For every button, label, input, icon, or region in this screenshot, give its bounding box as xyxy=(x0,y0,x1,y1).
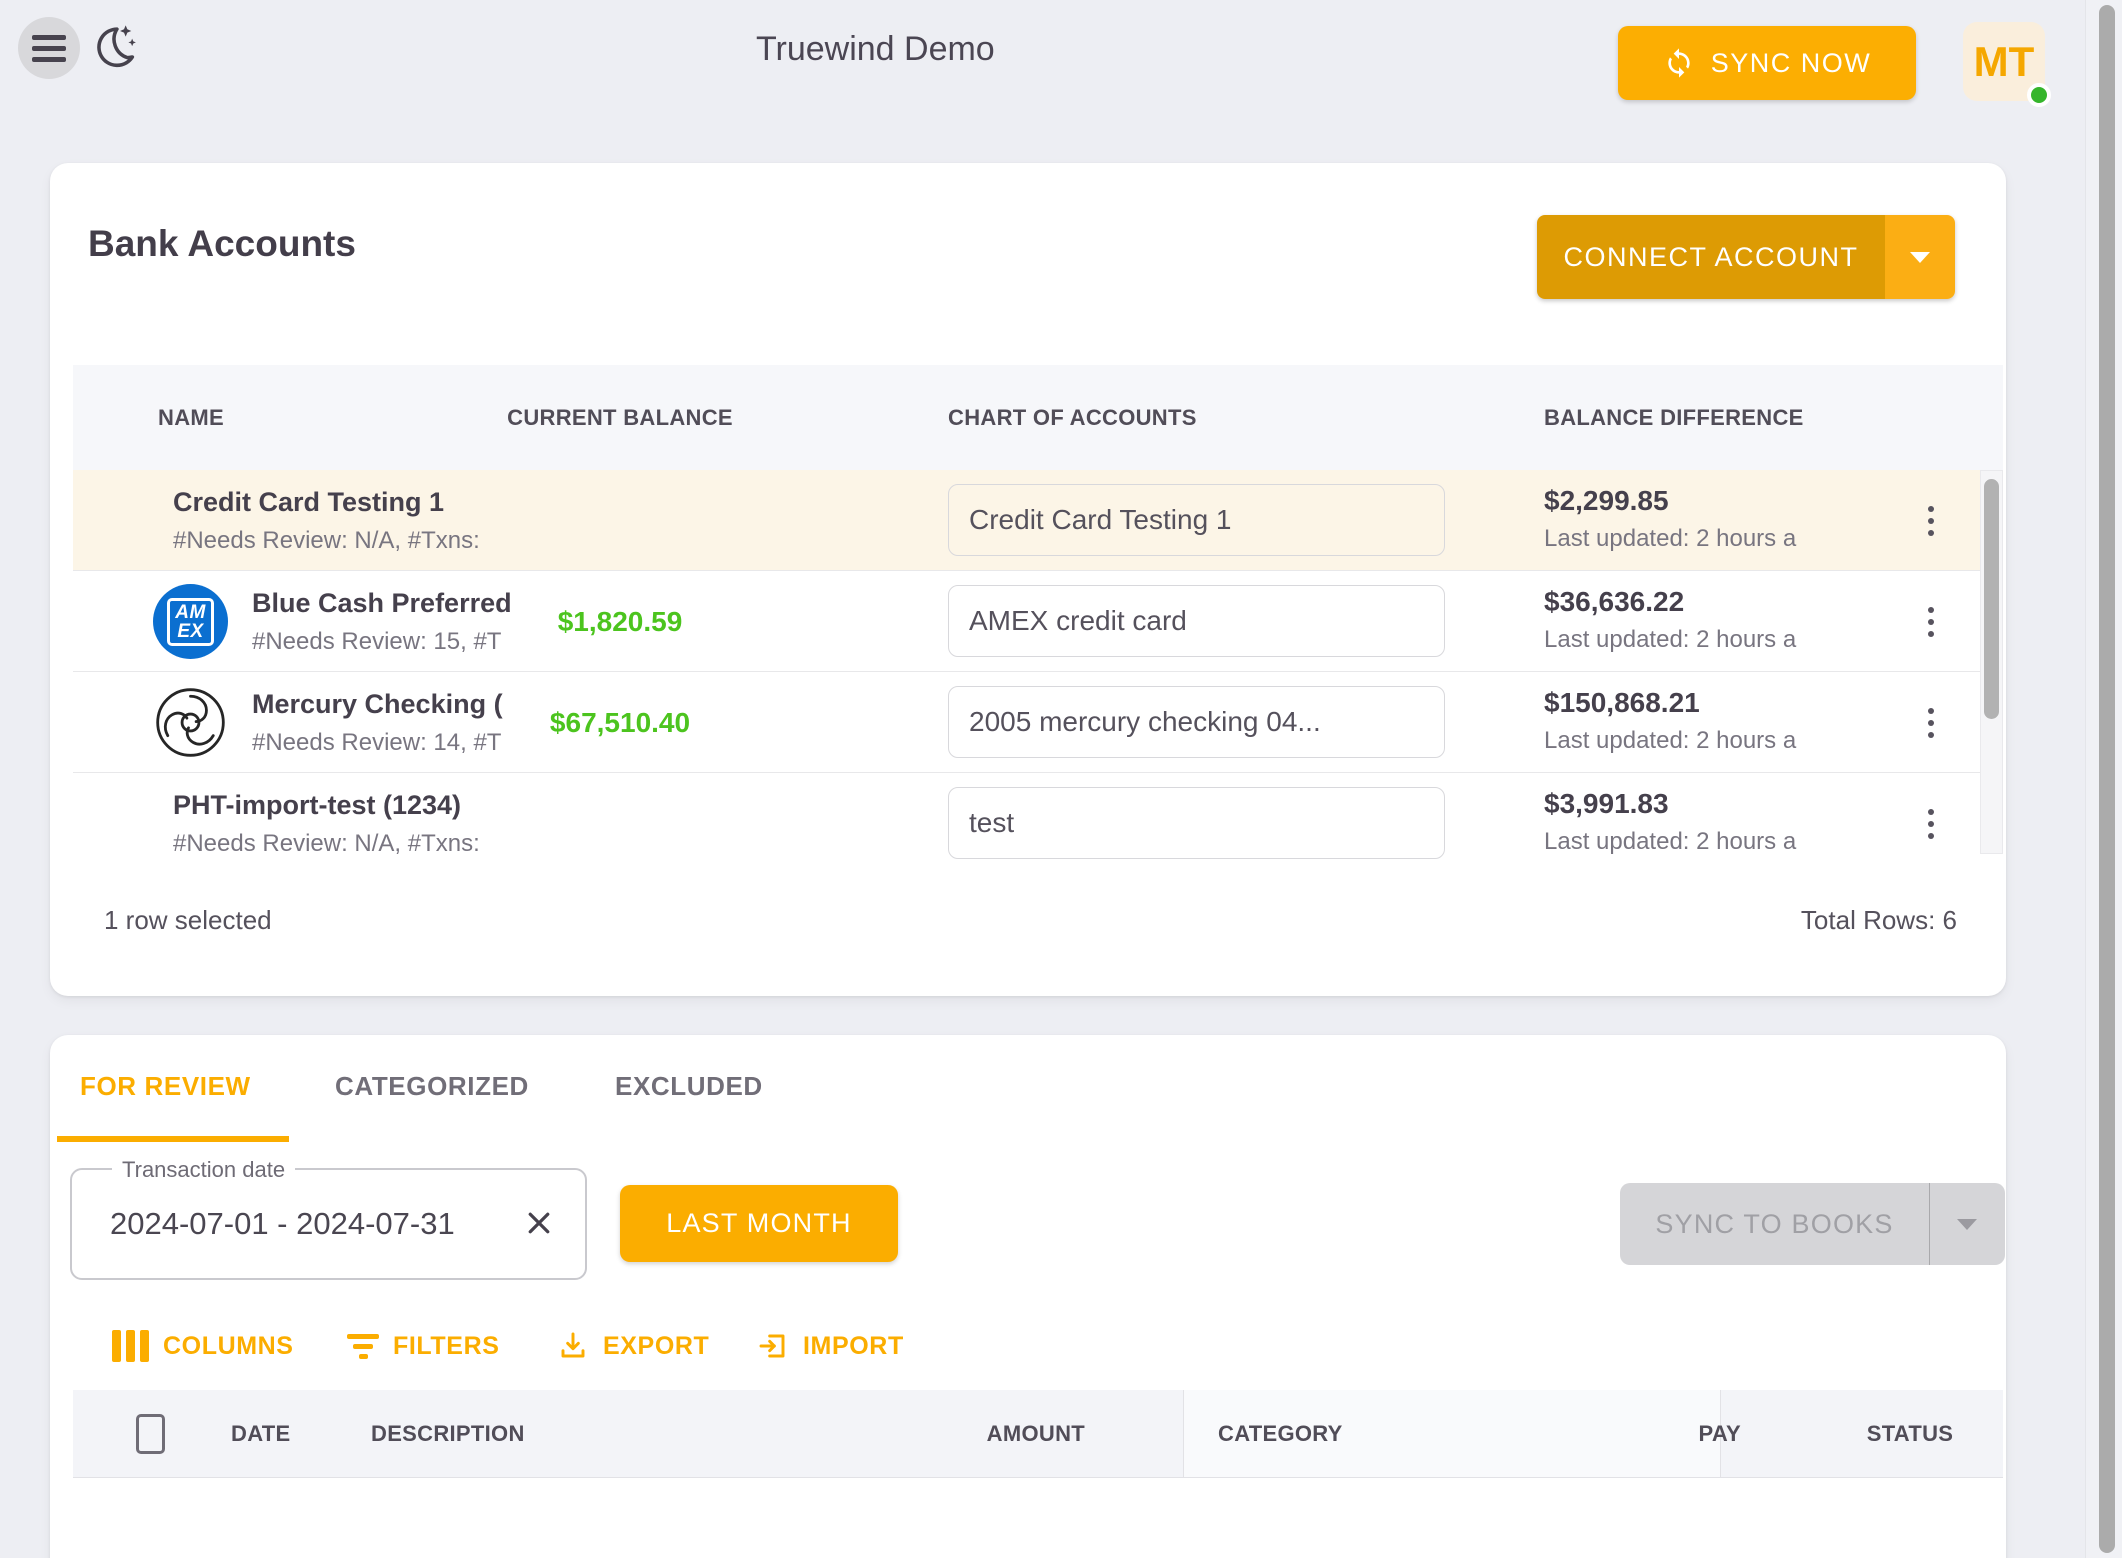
balance-difference-value: $36,636.22 xyxy=(1544,586,1685,617)
account-name: Credit Card Testing 1 xyxy=(173,487,445,517)
sync-to-books-dropdown-button[interactable] xyxy=(1930,1183,2004,1265)
select-all-checkbox[interactable] xyxy=(136,1414,165,1454)
sync-to-books-button[interactable]: SYNC TO BOOKS xyxy=(1620,1183,1930,1265)
column-header-amount[interactable]: AMOUNT xyxy=(986,1421,1085,1446)
clear-date-button[interactable] xyxy=(521,1206,557,1242)
import-button[interactable]: IMPORT xyxy=(757,1322,904,1370)
online-status-dot xyxy=(2027,83,2051,107)
column-header-name[interactable]: NAME xyxy=(158,404,224,430)
last-updated-text: Last updated: 2 hours a xyxy=(1544,727,1797,754)
avatar[interactable]: MT xyxy=(1963,22,2051,107)
last-updated-text: Last updated: 2 hours a xyxy=(1544,828,1797,855)
table-scrollbar[interactable] xyxy=(1980,470,2003,854)
row-more-options-button[interactable] xyxy=(1907,699,1955,747)
account-subtitle: #Needs Review: 14, #T xyxy=(252,729,502,756)
column-header-date[interactable]: DATE xyxy=(231,1421,291,1446)
tab-excluded[interactable]: EXCLUDED xyxy=(615,1071,763,1137)
last-month-button[interactable]: LAST MONTH xyxy=(620,1185,898,1262)
transaction-date-value: 2024-07-01 - 2024-07-31 xyxy=(110,1206,455,1241)
balance-difference-value: $150,868.21 xyxy=(1544,687,1700,718)
current-balance-value: $1,820.59 xyxy=(557,605,683,637)
mercury-logo-icon xyxy=(156,688,225,757)
current-balance-value xyxy=(430,773,810,860)
column-header-category[interactable]: CATEGORY xyxy=(1218,1421,1343,1446)
balance-difference-value: $2,299.85 xyxy=(1544,485,1669,516)
import-icon xyxy=(759,1334,785,1358)
kebab-icon xyxy=(1928,506,1934,512)
hamburger-menu-button[interactable] xyxy=(18,17,80,79)
columns-icon xyxy=(112,1330,149,1362)
last-updated-text: Last updated: 2 hours a xyxy=(1544,626,1797,653)
column-header-description[interactable]: DESCRIPTION xyxy=(371,1421,525,1446)
kebab-icon xyxy=(1928,809,1934,815)
current-balance-value xyxy=(430,470,810,571)
connect-account-button[interactable]: CONNECT ACCOUNT xyxy=(1537,215,1885,299)
table-row[interactable]: PHT-import-test (1234) #Needs Review: N/… xyxy=(73,773,2003,860)
export-button[interactable]: EXPORT xyxy=(557,1322,709,1370)
chart-of-accounts-input[interactable] xyxy=(948,585,1445,657)
column-header-current-balance[interactable]: CURRENT BALANCE xyxy=(507,404,733,430)
transaction-date-label: Transaction date xyxy=(112,1157,296,1183)
account-name: Mercury Checking ( xyxy=(252,689,503,719)
account-name: PHT-import-test (1234) xyxy=(173,790,462,820)
table-row[interactable]: Credit Card Testing 1 #Needs Review: N/A… xyxy=(73,470,2003,571)
chart-of-accounts-input[interactable] xyxy=(948,484,1445,556)
sync-icon xyxy=(1668,48,1690,78)
row-more-options-button[interactable] xyxy=(1907,800,1955,848)
bank-table-header: NAME CURRENT BALANCE CHART OF ACCOUNTS B… xyxy=(73,365,2003,470)
balance-difference-value: $3,991.83 xyxy=(1544,788,1669,819)
bank-accounts-title: Bank Accounts xyxy=(88,223,356,264)
connect-account-dropdown-button[interactable] xyxy=(1885,215,1955,299)
account-name: Blue Cash Preferred xyxy=(252,588,512,618)
column-header-status[interactable]: STATUS xyxy=(1866,1421,1954,1446)
chart-of-accounts-input[interactable] xyxy=(948,787,1445,859)
kebab-icon xyxy=(1928,607,1934,613)
rows-selected-text: 1 row selected xyxy=(104,905,272,935)
table-row[interactable]: Mercury Checking ( #Needs Review: 14, #T… xyxy=(73,672,2003,773)
avatar-initials: MT xyxy=(1973,37,2035,85)
table-row[interactable]: AM EX Blue Cash Preferred #Needs Review: … xyxy=(73,571,2003,672)
clear-icon xyxy=(528,1212,550,1233)
table-scrollbar-thumb[interactable] xyxy=(1984,479,1999,719)
page-scrollbar[interactable] xyxy=(2085,0,2122,1558)
column-header-payee[interactable]: PAY xyxy=(1698,1421,1741,1446)
transaction-date-field[interactable]: Transaction date 2024-07-01 - 2024-07-31 xyxy=(70,1157,587,1280)
column-header-chart-of-accounts[interactable]: CHART OF ACCOUNTS xyxy=(948,404,1197,430)
account-subtitle: #Needs Review: N/A, #Txns: xyxy=(173,830,480,857)
row-more-options-button[interactable] xyxy=(1907,497,1955,545)
transactions-card: FOR REVIEW CATEGORIZED EXCLUDED Transact… xyxy=(50,1035,2006,1558)
sync-to-books-split-button: SYNC TO BOOKS xyxy=(1620,1183,2005,1265)
filter-icon xyxy=(347,1333,379,1359)
sync-now-label: SYNC NOW xyxy=(1710,47,1872,78)
columns-button[interactable]: COLUMNS xyxy=(112,1322,294,1370)
account-subtitle: #Needs Review: N/A, #Txns: xyxy=(173,527,480,554)
row-more-options-button[interactable] xyxy=(1907,598,1955,646)
connect-account-split-button: CONNECT ACCOUNT xyxy=(1537,215,1955,299)
bank-table-body: Credit Card Testing 1 #Needs Review: N/A… xyxy=(73,470,2003,860)
page-title: Truewind Demo xyxy=(756,30,995,68)
amex-logo-icon: AM EX xyxy=(153,584,228,659)
kebab-icon xyxy=(1928,708,1934,714)
page-scrollbar-thumb[interactable] xyxy=(2099,5,2115,1553)
transactions-table-header: DATE DESCRIPTION AMOUNT CATEGORY PAY STA… xyxy=(73,1390,2003,1478)
column-header-balance-difference[interactable]: BALANCE DIFFERENCE xyxy=(1544,404,1804,430)
total-rows-text: Total Rows: 6 xyxy=(1800,905,1957,935)
filters-button[interactable]: FILTERS xyxy=(347,1322,500,1370)
hamburger-icon xyxy=(32,34,66,40)
active-tab-indicator xyxy=(57,1136,289,1142)
tab-categorized[interactable]: CATEGORIZED xyxy=(335,1071,529,1137)
chart-of-accounts-input[interactable] xyxy=(948,686,1445,758)
pinned-column-group xyxy=(1183,1390,1721,1477)
sync-now-button[interactable]: SYNC NOW xyxy=(1618,26,1916,100)
bank-accounts-card: Bank Accounts CONNECT ACCOUNT NAME CURRE… xyxy=(50,163,2006,996)
last-updated-text: Last updated: 2 hours a xyxy=(1544,525,1797,552)
moon-stars-icon xyxy=(97,25,136,68)
export-download-icon xyxy=(561,1332,585,1358)
dark-mode-toggle-button[interactable] xyxy=(88,22,140,74)
chevron-down-icon xyxy=(1957,1218,1977,1230)
account-subtitle: #Needs Review: 15, #T xyxy=(252,628,502,655)
tab-for-review[interactable]: FOR REVIEW xyxy=(80,1071,251,1137)
chevron-down-icon xyxy=(1910,251,1930,263)
current-balance-value: $67,510.40 xyxy=(549,706,691,738)
